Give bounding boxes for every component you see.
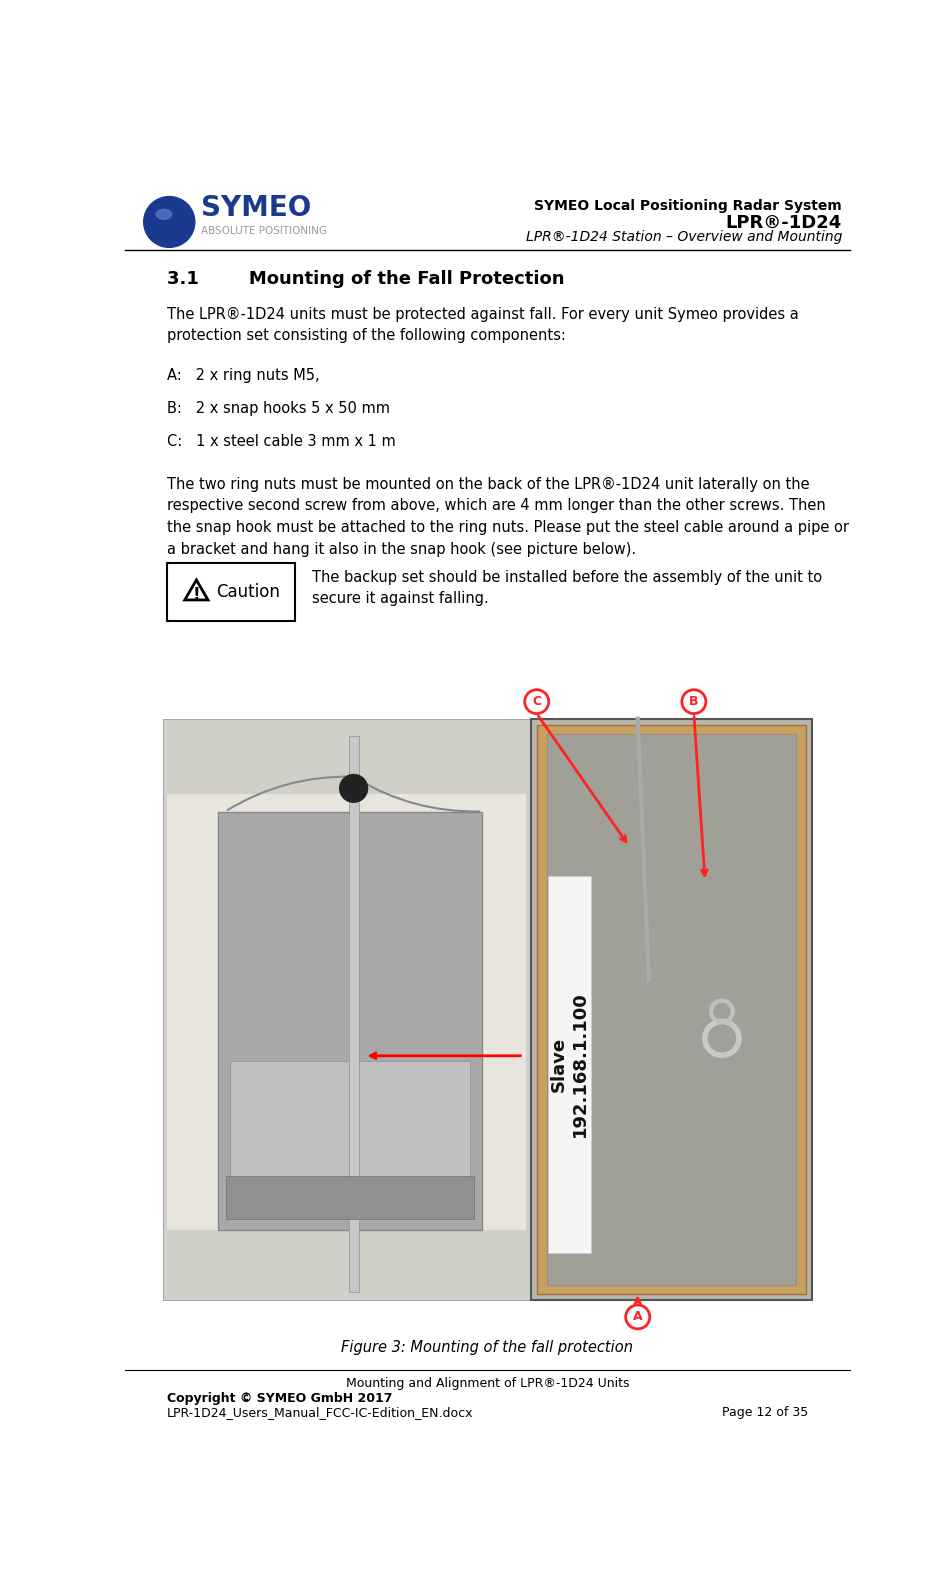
Text: C:   1 x steel cable 3 mm x 1 m: C: 1 x steel cable 3 mm x 1 m (167, 435, 396, 449)
Bar (163, 718, 530, 1300)
Bar (531, 718, 812, 1300)
Text: Page 12 of 35: Page 12 of 35 (722, 1407, 807, 1419)
Text: ABSOLUTE POSITIONING: ABSOLUTE POSITIONING (201, 226, 327, 236)
Bar (547, 734, 796, 1284)
Circle shape (626, 1305, 650, 1329)
Text: LPR-1D24_Users_Manual_FCC-IC-Edition_EN.docx: LPR-1D24_Users_Manual_FCC-IC-Edition_EN.… (167, 1407, 474, 1419)
Circle shape (525, 690, 549, 714)
Text: Slave
192.168.1.100: Slave 192.168.1.100 (550, 991, 589, 1137)
Text: Caution: Caution (217, 583, 281, 601)
Bar (225, 1176, 475, 1219)
Text: B: B (689, 695, 699, 709)
Ellipse shape (156, 209, 171, 220)
Text: C: C (533, 695, 541, 709)
Bar (167, 795, 526, 1230)
Circle shape (682, 690, 706, 714)
Text: A: A (633, 1311, 643, 1324)
Bar (537, 725, 805, 1294)
Text: 3.1        Mounting of the Fall Protection: 3.1 Mounting of the Fall Protection (167, 269, 565, 288)
Text: !: ! (192, 586, 201, 604)
Bar (229, 1061, 471, 1207)
Text: LPR®-1D24: LPR®-1D24 (726, 215, 842, 233)
Bar (218, 811, 482, 1230)
Text: The backup set should be installed before the assembly of the unit to
secure it : The backup set should be installed befor… (312, 570, 822, 607)
Text: LPR®-1D24 Station – Overview and Mounting: LPR®-1D24 Station – Overview and Mountin… (526, 229, 842, 244)
Bar (548, 876, 591, 1254)
Text: Copyright © SYMEO GmbH 2017: Copyright © SYMEO GmbH 2017 (167, 1392, 393, 1405)
Text: A:   2 x ring nuts M5,: A: 2 x ring nuts M5, (167, 368, 320, 384)
Text: B:   2 x snap hooks 5 x 50 mm: B: 2 x snap hooks 5 x 50 mm (167, 401, 390, 416)
Text: Figure 3: Mounting of the fall protection: Figure 3: Mounting of the fall protectio… (341, 1340, 633, 1356)
Text: The LPR®-1D24 units must be protected against fall. For every unit Symeo provide: The LPR®-1D24 units must be protected ag… (167, 307, 799, 342)
Bar (167, 562, 295, 621)
Text: Mounting and Alignment of LPR®-1D24 Units: Mounting and Alignment of LPR®-1D24 Unit… (345, 1376, 630, 1391)
Circle shape (340, 774, 368, 803)
Polygon shape (184, 580, 208, 601)
Text: SYMEO: SYMEO (201, 194, 311, 221)
Text: The two ring nuts must be mounted on the back of the LPR®-1D24 unit laterally on: The two ring nuts must be mounted on the… (167, 476, 849, 556)
Circle shape (144, 196, 195, 247)
Bar (349, 736, 359, 1292)
Text: SYMEO Local Positioning Radar System: SYMEO Local Positioning Radar System (534, 199, 842, 213)
